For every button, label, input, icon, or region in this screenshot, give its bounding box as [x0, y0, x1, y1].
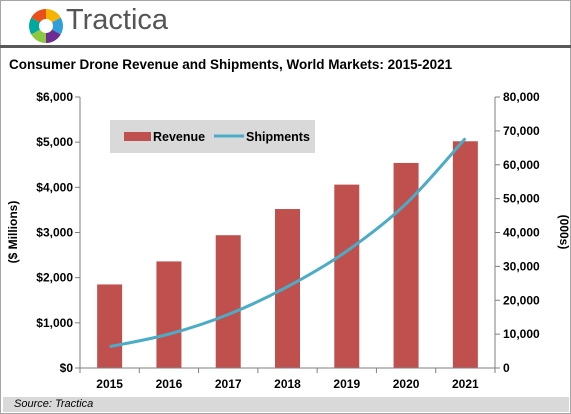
axes: $0 $1,000 $2,000 $3,000 $4,000 $5,000 $6,000 0 1…: [36, 90, 540, 391]
y-right-tick-label: 80,000: [503, 90, 540, 104]
y-right-tick-label: 60,000: [503, 158, 540, 172]
revenue-bars: [97, 141, 478, 368]
revenue-bar-2017: [215, 235, 241, 368]
y-left-tick-label: $3,000: [36, 226, 73, 240]
x-tick-label-2019: 2019: [333, 377, 360, 391]
shipments-line: [109, 137, 467, 349]
x-tick-label-2015: 2015: [96, 377, 123, 391]
shipments-line-layer: [109, 137, 467, 349]
y-right-tick-label: 10,000: [503, 327, 540, 341]
y-right-axis-title: (000s): [557, 215, 571, 250]
x-tick-label-2016: 2016: [156, 377, 183, 391]
legend-swatch-revenue: [124, 132, 151, 141]
header-divider: [0, 45, 571, 48]
y-left-tick-label: $6,000: [36, 90, 73, 104]
y-right-tick-label: 0: [503, 361, 510, 375]
revenue-bar-2021: [452, 141, 478, 368]
y-left-tick-label: $1,000: [36, 316, 73, 330]
y-left-tick-label: $0: [60, 361, 74, 375]
source-bar: [3, 397, 569, 412]
y-left-tick-label: $4,000: [36, 180, 73, 194]
header: Tractica: [0, 0, 571, 46]
revenue-bar-2018: [275, 209, 300, 368]
revenue-bar-2019: [334, 184, 360, 368]
y-left-tick-label: $5,000: [36, 135, 73, 149]
revenue-bar-2016: [156, 261, 182, 368]
x-tick-label-2018: 2018: [274, 377, 301, 391]
revenue-bar-2015: [97, 284, 123, 368]
tractica-logo-icon: [29, 9, 63, 43]
y-left-tick-label: $2,000: [36, 271, 73, 285]
x-tick-label-2017: 2017: [215, 377, 242, 391]
source-text: Source: Tractica: [14, 398, 94, 410]
legend-label-revenue: Revenue: [153, 130, 205, 144]
y-right-tick-label: 50,000: [503, 192, 540, 206]
y-right-tick-label: 70,000: [503, 124, 540, 138]
x-tick-label-2021: 2021: [452, 377, 479, 391]
y-right-tick-label: 40,000: [503, 226, 540, 240]
y-right-tick-label: 20,000: [503, 293, 540, 307]
legend-label-shipments: Shipments: [246, 130, 310, 144]
brand-name: Tractica: [66, 4, 169, 36]
x-tick-label-2020: 2020: [393, 377, 420, 391]
y-right-tick-label: 30,000: [503, 259, 540, 273]
chart-title: Consumer Drone Revenue and Shipments, Wo…: [9, 57, 453, 72]
legend: Revenue Shipments: [110, 120, 315, 153]
y-left-axis-title: ($ Millions): [6, 201, 20, 264]
